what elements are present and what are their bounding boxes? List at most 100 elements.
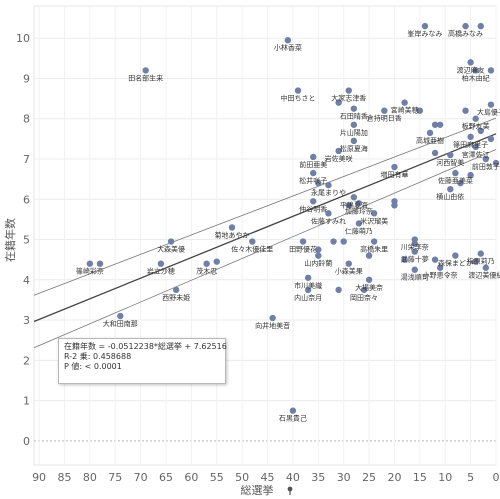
data-point[interactable] [345, 202, 352, 209]
data-point[interactable] [350, 137, 358, 145]
data-point[interactable] [330, 238, 337, 245]
data-point[interactable] [436, 121, 444, 128]
data-point[interactable] [315, 246, 322, 253]
data-point[interactable] [335, 286, 342, 294]
data-point[interactable] [365, 252, 373, 259]
point-label: 宮澤佐江 [462, 150, 490, 159]
data-point[interactable] [340, 238, 347, 245]
data-point[interactable] [172, 286, 180, 294]
data-point[interactable] [467, 171, 474, 179]
data-point[interactable] [487, 67, 495, 74]
data-point[interactable] [477, 250, 484, 257]
data-point[interactable] [304, 274, 312, 281]
data-point[interactable] [360, 286, 368, 294]
data-point[interactable] [411, 266, 418, 273]
data-point[interactable] [391, 163, 398, 171]
y-tick-label: 6 [23, 193, 30, 206]
plot-area [33, 5, 497, 466]
point-label: 高橋みなみ [448, 29, 483, 38]
data-point[interactable] [325, 210, 332, 217]
data-point[interactable] [482, 155, 490, 163]
point-label: 片山陽加 [340, 128, 368, 137]
data-point[interactable] [411, 240, 418, 247]
data-point[interactable] [467, 59, 474, 66]
data-point[interactable] [452, 169, 459, 177]
data-point[interactable] [462, 22, 469, 30]
data-point[interactable] [310, 169, 317, 177]
data-point[interactable] [203, 260, 210, 267]
data-point[interactable] [492, 159, 500, 167]
data-point[interactable] [436, 264, 444, 271]
data-point[interactable] [355, 200, 363, 207]
data-point[interactable] [299, 238, 307, 245]
data-point[interactable] [335, 147, 342, 155]
data-point[interactable] [401, 99, 408, 106]
data-point[interactable] [289, 407, 297, 414]
point-label: 佐藤すみれ [311, 216, 346, 225]
data-point[interactable] [294, 87, 302, 94]
data-point[interactable] [477, 22, 484, 30]
x-tick-label: 5 [467, 471, 474, 484]
data-point[interactable] [350, 105, 358, 112]
data-point[interactable] [284, 37, 292, 44]
data-point[interactable] [213, 258, 220, 265]
data-point[interactable] [96, 260, 104, 267]
data-point[interactable] [411, 248, 418, 255]
data-point[interactable] [350, 121, 358, 128]
data-point[interactable] [142, 67, 149, 74]
data-point[interactable] [467, 133, 474, 141]
data-point[interactable] [477, 127, 484, 135]
data-point[interactable] [345, 260, 352, 267]
data-point[interactable] [228, 224, 236, 231]
x-tick-label: 55 [210, 471, 224, 484]
data-point[interactable] [345, 87, 352, 94]
data-point[interactable] [167, 238, 175, 245]
data-point[interactable] [315, 179, 322, 187]
data-point[interactable] [447, 151, 454, 159]
data-point[interactable] [355, 220, 363, 227]
data-point[interactable] [370, 238, 378, 245]
data-point[interactable] [325, 181, 332, 189]
point-label: 前田亜美 [299, 160, 327, 169]
data-point[interactable] [86, 260, 94, 267]
data-point[interactable] [462, 107, 469, 114]
data-point[interactable] [310, 153, 317, 161]
data-point[interactable] [487, 101, 495, 108]
data-point[interactable] [381, 107, 388, 114]
data-point[interactable] [431, 121, 439, 128]
data-point[interactable] [426, 129, 434, 137]
data-point[interactable] [421, 22, 429, 30]
point-label: 前田敦子 [472, 162, 500, 171]
data-point[interactable] [315, 252, 322, 259]
data-point[interactable] [482, 264, 490, 271]
data-point[interactable] [472, 67, 479, 74]
data-point[interactable] [117, 312, 124, 320]
x-tick-label: 70 [134, 471, 148, 484]
pin-icon[interactable] [287, 486, 293, 495]
point-label: 大島優子 [477, 108, 500, 117]
point-label: 永尾まりや [311, 188, 346, 197]
data-point[interactable] [310, 198, 317, 205]
data-point[interactable] [249, 238, 256, 245]
data-point[interactable] [157, 260, 165, 267]
data-point[interactable] [335, 99, 342, 106]
data-point[interactable] [457, 179, 464, 187]
data-point[interactable] [269, 314, 276, 322]
data-point[interactable] [452, 252, 459, 259]
data-point[interactable] [431, 256, 439, 263]
point-label: 増田有華 [380, 170, 408, 179]
data-point[interactable] [472, 258, 479, 265]
data-point[interactable] [350, 194, 358, 201]
data-point[interactable] [472, 143, 479, 151]
data-point[interactable] [370, 210, 378, 217]
data-point[interactable] [447, 185, 454, 193]
data-point[interactable] [472, 115, 479, 122]
data-point[interactable] [391, 202, 398, 209]
data-point[interactable] [401, 256, 408, 263]
data-point[interactable] [416, 107, 424, 114]
data-point[interactable] [304, 286, 312, 294]
data-point[interactable] [431, 149, 439, 157]
data-point[interactable] [487, 135, 495, 143]
point-label: 市川美織 [294, 281, 322, 290]
data-point[interactable] [365, 276, 373, 283]
